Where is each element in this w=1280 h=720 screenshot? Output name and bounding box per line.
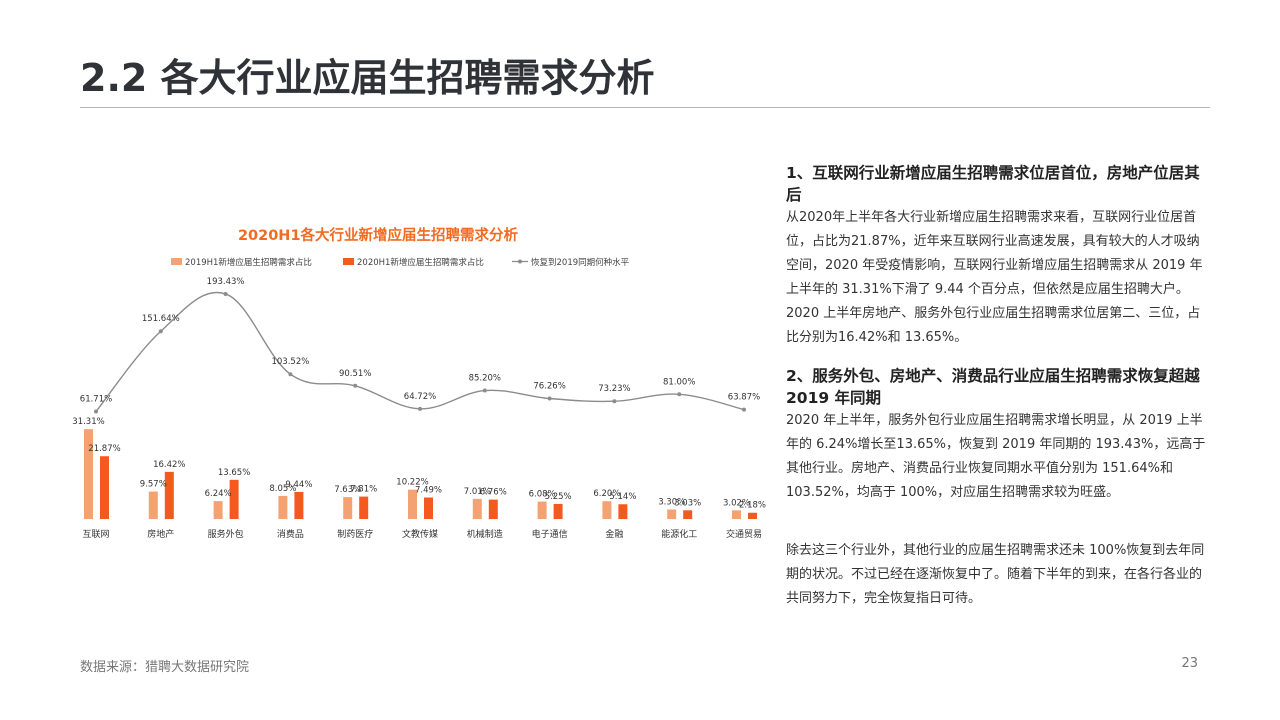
category-label-10: 交通贸易 bbox=[726, 528, 762, 540]
recovery-label-9: 81.00% bbox=[663, 377, 695, 387]
bar-2019-6 bbox=[472, 498, 482, 519]
section-3-body: 除去这三个行业外，其他行业的应届生招聘需求还未 100%恢复到去年同期的状况。不… bbox=[786, 543, 1205, 606]
category-label-5: 文教传媒 bbox=[402, 528, 438, 540]
bar-2020-9 bbox=[683, 510, 693, 519]
recovery-label-5: 64.72% bbox=[404, 392, 436, 402]
bar-label-2020-8: 5.14% bbox=[609, 492, 636, 502]
legend-label-2020: 2020H1新增应届生招聘需求占比 bbox=[357, 257, 484, 268]
bar-label-2020-0: 21.87% bbox=[88, 444, 120, 454]
recovery-point-6 bbox=[482, 388, 487, 393]
chart-title: 2020H1各大行业新增应届生招聘需求分析 bbox=[238, 226, 519, 244]
recovery-point-8 bbox=[612, 399, 617, 404]
legend-swatch-2020 bbox=[343, 258, 354, 265]
category-label-6: 机械制造 bbox=[467, 528, 503, 540]
bar-label-2020-7: 5.25% bbox=[545, 492, 572, 502]
section-1-heading: 1、互联网行业新增应届生招聘需求位居首位，房地产位居其后 bbox=[786, 164, 1200, 204]
bar-2020-5 bbox=[424, 497, 433, 519]
recovery-point-0 bbox=[94, 409, 98, 414]
recovery-label-4: 90.51% bbox=[339, 369, 371, 379]
bar-label-2020-2: 13.65% bbox=[218, 468, 250, 478]
bar-2019-1 bbox=[148, 491, 158, 519]
legend-label-2019: 2019H1新增应届生招聘需求占比 bbox=[185, 257, 312, 268]
bar-label-2020-10: 2.18% bbox=[739, 501, 766, 511]
bar-label-2020-9: 3.03% bbox=[674, 498, 701, 508]
bar-2020-3 bbox=[294, 491, 304, 519]
bar-label-2020-6: 6.76% bbox=[480, 488, 507, 498]
bar-label-2020-1: 16.42% bbox=[153, 460, 185, 470]
bar-2019-2 bbox=[213, 501, 223, 519]
chart-legend: 2019H1新增应届生招聘需求占比 2020H1新增应届生招聘需求占比 恢复到2… bbox=[171, 257, 630, 268]
bar-2020-7 bbox=[553, 503, 563, 519]
data-source: 数据来源：猎聘大数据研究院 bbox=[80, 660, 250, 675]
section-1-body: 从2020年上半年各大行业新增应届生招聘需求来看，互联网行业位居首位，占比为21… bbox=[786, 210, 1203, 345]
bar-2020-10 bbox=[748, 512, 757, 519]
recovery-label-1: 151.64% bbox=[142, 314, 180, 324]
bar-label-2019-1: 9.57% bbox=[140, 480, 167, 490]
recovery-point-7 bbox=[547, 396, 552, 401]
bar-label-2019-3: 8.05% bbox=[269, 484, 296, 494]
recovery-point-4 bbox=[353, 383, 358, 388]
recovery-label-10: 63.87% bbox=[728, 393, 760, 403]
bar-2020-8 bbox=[618, 504, 628, 519]
bar-label-2019-2: 6.24% bbox=[205, 489, 232, 499]
recovery-point-5 bbox=[418, 406, 422, 411]
bar-2019-3 bbox=[278, 495, 288, 519]
bar-2019-0 bbox=[84, 429, 93, 519]
bar-label-2019-7: 6.08% bbox=[529, 490, 556, 500]
bar-2020-2 bbox=[229, 479, 239, 519]
page-number: 23 bbox=[1181, 656, 1198, 671]
analysis-text: 1、互联网行业新增应届生招聘需求位居首位，房地产位居其后 从2020年上半年各大… bbox=[786, 162, 1206, 611]
legend-marker-recovery bbox=[518, 259, 522, 264]
bar-2020-4 bbox=[359, 496, 369, 519]
bar-label-2019-5: 10.22% bbox=[396, 478, 428, 488]
section-2-body: 2020 年上半年，服务外包行业应届生招聘需求增长明显，从 2019 上半年的 … bbox=[786, 413, 1206, 500]
category-label-1: 房地产 bbox=[147, 528, 174, 540]
recovery-label-6: 85.20% bbox=[469, 374, 501, 384]
bar-label-2019-9: 3.30% bbox=[658, 498, 685, 508]
recovery-label-7: 76.26% bbox=[533, 382, 565, 392]
bar-2020-6 bbox=[488, 499, 498, 519]
bar-label-2020-4: 7.81% bbox=[350, 485, 377, 495]
bar-2020-1 bbox=[164, 471, 174, 519]
page-title: 2.2 各大行业应届生招聘需求分析 bbox=[80, 56, 655, 100]
bar-2019-9 bbox=[667, 509, 677, 519]
recovery-point-9 bbox=[677, 392, 682, 397]
bar-2019-10 bbox=[732, 510, 741, 519]
recovery-line bbox=[95, 291, 745, 412]
bar-2019-7 bbox=[537, 501, 547, 519]
recovery-point-2 bbox=[223, 291, 228, 296]
category-label-0: 互联网 bbox=[82, 529, 109, 540]
industry-demand-chart: 2020H1各大行业新增应届生招聘需求分析 2019H1新增应届生招聘需求占比 … bbox=[72, 226, 766, 540]
bar-2019-5 bbox=[408, 489, 417, 519]
recovery-label-8: 73.23% bbox=[598, 384, 630, 394]
category-label-3: 消费品 bbox=[277, 528, 304, 540]
bar-label-2019-8: 6.20% bbox=[593, 489, 620, 499]
bar-2020-0 bbox=[100, 456, 109, 519]
legend-label-recovery: 恢复到2019同期何种水平 bbox=[531, 257, 630, 268]
category-label-8: 金融 bbox=[605, 528, 623, 540]
recovery-point-3 bbox=[288, 372, 293, 377]
recovery-point-1 bbox=[158, 329, 163, 334]
bar-label-2020-5: 7.49% bbox=[415, 486, 442, 496]
category-label-7: 电子通信 bbox=[532, 528, 568, 540]
category-label-9: 能源化工 bbox=[661, 528, 697, 540]
bar-label-2019-0: 31.31% bbox=[72, 417, 104, 427]
category-label-4: 制药医疗 bbox=[337, 528, 373, 540]
legend-swatch-2019 bbox=[171, 258, 182, 265]
section-2-heading: 2、服务外包、房地产、消费品行业应届生招聘需求恢复超越 2019 年同期 bbox=[786, 367, 1200, 407]
category-label-2: 服务外包 bbox=[208, 528, 244, 540]
title-divider bbox=[80, 107, 1210, 108]
recovery-label-3: 103.52% bbox=[271, 357, 309, 367]
recovery-point-10 bbox=[742, 407, 746, 412]
bar-label-2019-6: 7.01% bbox=[464, 487, 491, 497]
bar-2019-8 bbox=[602, 501, 612, 519]
recovery-label-2: 193.43% bbox=[207, 277, 245, 287]
recovery-label-0: 61.71% bbox=[80, 395, 112, 405]
bar-2019-4 bbox=[343, 497, 353, 519]
bar-label-2020-3: 9.44% bbox=[285, 480, 312, 490]
bar-label-2019-10: 3.02% bbox=[723, 498, 750, 508]
bar-label-2019-4: 7.63% bbox=[334, 485, 361, 495]
